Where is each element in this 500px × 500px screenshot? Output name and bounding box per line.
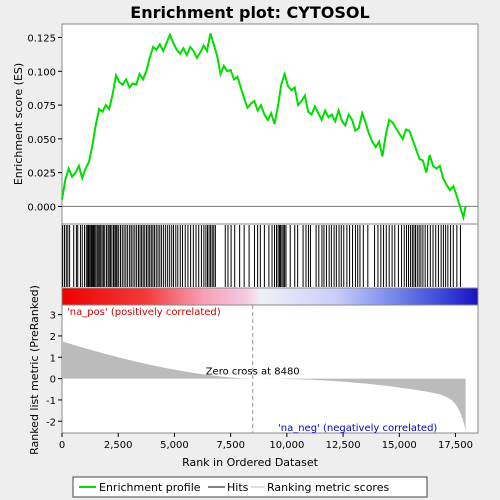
x-tick-label: 17,500 [438,440,473,451]
es-y-tick-label: 0.075 [27,101,56,112]
x-tick-label: 12,500 [326,440,361,451]
x-tick-label: 10,000 [269,440,304,451]
rank-gradient [61,287,479,306]
hit-markers [62,225,461,287]
metric-y-tick-label: 0 [50,375,56,386]
negative-correlation-label: 'na_neg' (negatively correlated) [278,423,437,434]
x-tick-label: 15,000 [382,440,417,451]
es-y-tick-label: 0.000 [27,202,56,213]
metric-y-tick-label: 1 [50,353,56,364]
es-plot-area [61,23,479,225]
x-tick-label: 0 [59,440,65,451]
rank-color-bar [61,287,479,306]
es-y-axis-label: Enrichment score (ES) [12,63,25,185]
metric-y-tick-label: 2 [50,332,56,343]
ranking-metric-legend-label: Ranking metric scores [267,481,389,494]
positive-correlation-label: 'na_pos' (positively correlated) [67,307,221,318]
x-tick-label: 2,500 [104,440,133,451]
x-axis-label: Rank in Ordered Dataset [182,456,319,469]
es-y-tick-label: 0.125 [27,34,56,45]
ranked-metric-panel: -2 -1 0 1 2 3 Zero cross at 8480 'na_pos' (po… [28,285,479,455]
es-y-tick-label: 0.025 [27,169,56,180]
metric-y-tick-label: 3 [50,311,56,322]
x-tick-label: 5,000 [160,440,189,451]
x-tick-label: 7,500 [216,440,245,451]
hits-legend-label: Hits [227,481,249,494]
chart-title: Enrichment plot: CYTOSOL [130,3,369,22]
metric-y-axis-label: Ranked list metric (PreRanked) [28,285,41,455]
legend-box [72,476,428,498]
es-y-tick-label: 0.100 [27,67,56,78]
enrichment-profile-line [61,32,467,222]
metric-y-tick-label: -1 [46,396,56,407]
enrichment-score-panel: 0.000 0.025 0.050 0.075 0.100 0.125 Enrichmen… [12,23,479,225]
x-axis: 0 2,500 5,000 7,500 10,000 12,500 15,000 17,500 [59,433,473,451]
metric-y-axis: -2 -1 0 1 2 3 [46,311,62,428]
enrichment-profile-legend-label: Enrichment profile [99,481,201,494]
es-y-axis: 0.000 0.025 0.050 0.075 0.100 0.125 [27,34,62,213]
metric-y-tick-label: -2 [46,417,56,428]
zero-cross-label: Zero cross at 8480 [206,367,300,378]
hits-panel [61,223,479,289]
legend: Enrichment profile Hits Ranking metric s… [72,476,428,498]
es-y-tick-label: 0.050 [27,135,56,146]
